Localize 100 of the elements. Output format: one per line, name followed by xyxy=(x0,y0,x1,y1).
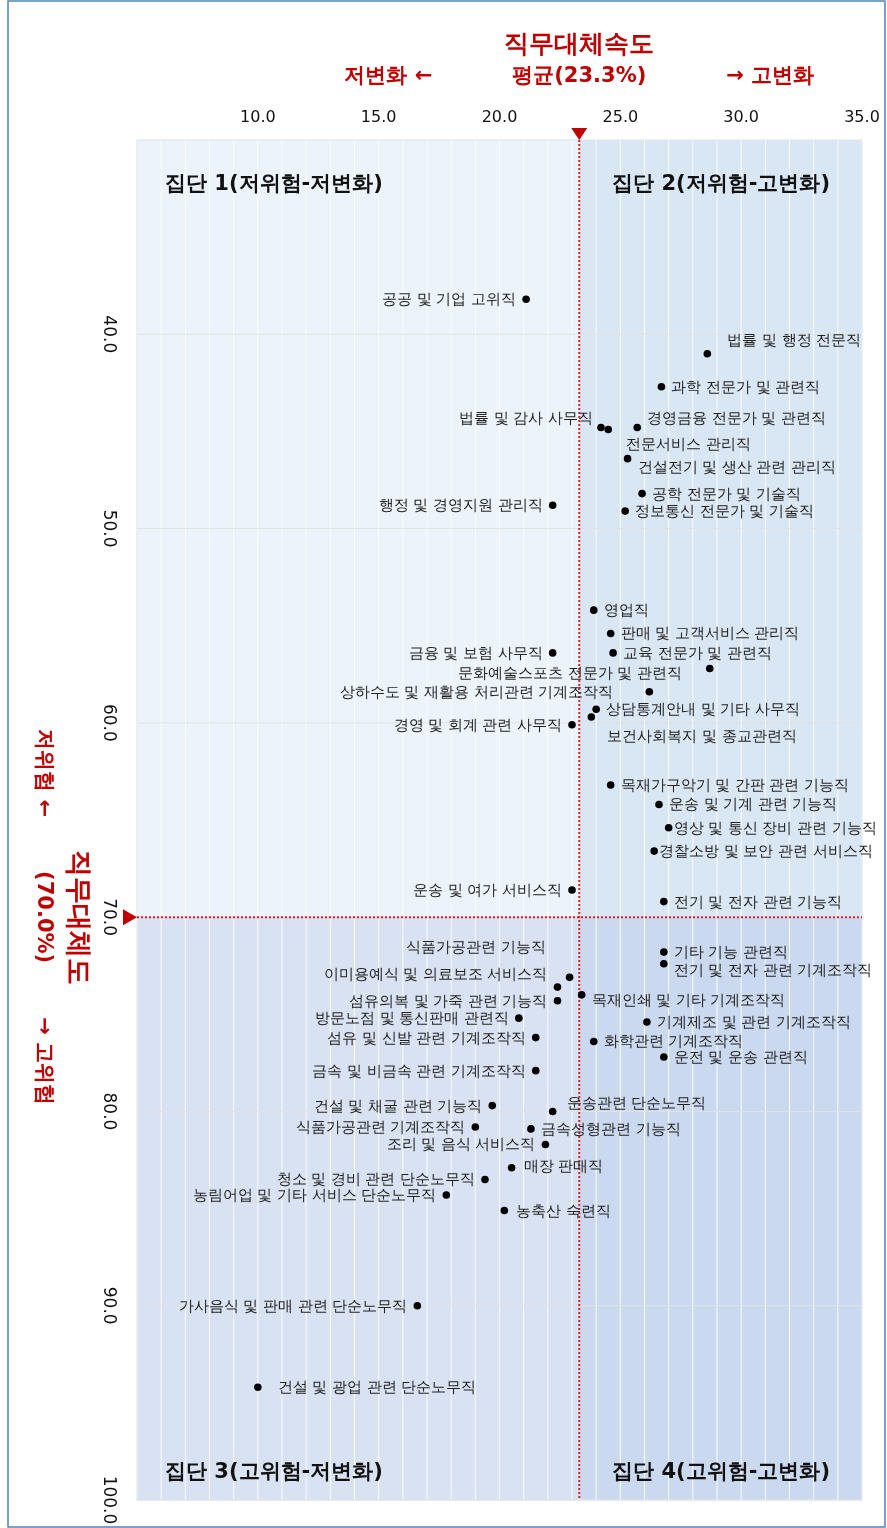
point xyxy=(568,886,576,894)
point xyxy=(553,983,562,991)
point xyxy=(548,1107,557,1116)
annotation: 식품가공관련 기능직 xyxy=(405,939,546,956)
x-tick-label: 25.0 xyxy=(602,107,639,126)
point xyxy=(660,959,668,968)
point xyxy=(587,713,596,721)
y-tick-label: 60.0 xyxy=(100,703,120,742)
annotation: 이미용예식 및 의료보조 서비스직 xyxy=(323,966,548,983)
point xyxy=(507,1163,516,1172)
y-tick-label: 50.0 xyxy=(100,509,120,548)
text: 저위험 ← xyxy=(33,729,57,818)
point xyxy=(609,649,617,657)
annotation: 기계제조 및 관련 기계조작직 xyxy=(656,1014,851,1031)
annotation: 교육 전문가 및 관련직 xyxy=(623,644,772,661)
point xyxy=(638,489,646,498)
point xyxy=(568,721,576,729)
annotation: 조리 및 음식 서비스직 xyxy=(386,1136,536,1153)
point xyxy=(481,1175,489,1184)
text: → 고변화 xyxy=(726,63,815,87)
annotation: 건설전기 및 생산 관련 관리직 xyxy=(637,458,837,475)
x-tick-label: 10.0 xyxy=(240,107,276,126)
point xyxy=(604,425,613,434)
point xyxy=(254,1383,262,1392)
annotation: 건설 및 광업 관련 단순노무직 xyxy=(277,1379,477,1396)
y-axis-title: 직무대체도 xyxy=(64,849,95,985)
point xyxy=(606,629,615,638)
annotation: 경영금융 전문가 및 관련직 xyxy=(647,409,827,426)
point xyxy=(623,454,632,463)
annotation: 집단 1(저위험-저변화) xyxy=(165,171,383,195)
point xyxy=(488,1101,497,1110)
annotation: 법률 및 행정 전문직 xyxy=(727,331,862,348)
annotation: 정보통신 전문가 및 기술직 xyxy=(635,503,814,520)
annotation: 운전 및 운송 관련직 xyxy=(673,1049,808,1066)
annotation: 농축산 숙련직 xyxy=(516,1202,611,1219)
annotation: 식품가공관련 기계조작직 xyxy=(295,1118,466,1135)
annotation: 영업직 xyxy=(603,602,649,619)
annotation: 섬유의복 및 가죽 관련 기능직 xyxy=(349,992,548,1009)
point xyxy=(643,1018,651,1026)
point xyxy=(500,1206,509,1215)
point xyxy=(597,423,605,432)
annotation: 전기 및 전자 관련 기능직 xyxy=(673,893,843,910)
point xyxy=(413,1301,422,1310)
text: → 고위험 xyxy=(33,1017,57,1106)
point xyxy=(442,1191,451,1199)
annotation: 운송 및 여가 서비스직 xyxy=(413,881,562,898)
point xyxy=(548,501,557,510)
annotation: 전기 및 전자 관련 기계조작직 xyxy=(673,961,873,978)
annotation: 목재가구악기 및 간판 관련 기능직 xyxy=(620,777,850,794)
annotation: 방문노점 및 통신판매 관련직 xyxy=(315,1010,509,1027)
annotation: 금속성형관련 기능직 xyxy=(540,1120,681,1137)
point xyxy=(541,1140,550,1149)
point xyxy=(577,991,586,999)
annotation: 매장 판매직 xyxy=(523,1157,604,1174)
point xyxy=(660,1053,668,1061)
annotation: 목재인쇄 및 기타 기계조작직 xyxy=(591,991,786,1008)
point xyxy=(664,823,673,832)
point xyxy=(650,847,658,855)
point xyxy=(565,973,574,982)
x-axis-title: 직무대체속도 xyxy=(504,29,655,58)
y-tick-label: 70.0 xyxy=(100,898,120,937)
point xyxy=(660,948,668,956)
x-tick-label: 30.0 xyxy=(723,107,759,126)
annotation: 기타 기능 관련직 xyxy=(673,944,789,961)
annotation: 전문서비스 관리직 xyxy=(626,436,751,453)
point xyxy=(522,295,530,304)
annotation: 상담통계안내 및 기타 사무직 xyxy=(606,701,800,718)
point xyxy=(471,1123,480,1131)
point xyxy=(606,781,615,789)
ref-line-label: (70.0%) xyxy=(33,871,57,964)
point xyxy=(645,687,654,696)
annotation: 경영 및 회계 관련 사무직 xyxy=(393,716,562,733)
annotation: 문화예술스포츠 전문가 및 관련직 xyxy=(457,665,682,682)
annotation: 집단 2(저위험-고변화) xyxy=(612,171,830,195)
ref-line-label: 평균(23.3%) xyxy=(512,63,647,87)
annotation: 운송 및 기계 관련 기능직 xyxy=(669,796,838,813)
annotation: 금속 및 비금속 관련 기계조작직 xyxy=(312,1062,526,1079)
annotation: 공공 및 기업 고위직 xyxy=(382,291,517,308)
point xyxy=(531,1066,540,1075)
point xyxy=(655,800,663,809)
y-tick-label: 100.0 xyxy=(100,1475,120,1525)
annotation: 상하수도 및 재활용 처리관련 기계조작직 xyxy=(339,683,614,700)
point xyxy=(705,664,714,673)
annotation: 건설 및 채굴 관련 기능직 xyxy=(313,1097,483,1114)
annotation: 행정 및 경영지원 관리직 xyxy=(378,497,543,514)
y-tick-label: 90.0 xyxy=(100,1286,120,1325)
y-tick-label: 80.0 xyxy=(100,1092,120,1131)
point xyxy=(660,897,668,906)
x-tick-label: 20.0 xyxy=(481,107,518,126)
annotation: 법률 및 감사 사무직 xyxy=(459,409,593,426)
point xyxy=(589,1037,598,1046)
point xyxy=(553,996,562,1005)
annotation: 농림어업 및 기타 서비스 단순노무직 xyxy=(192,1186,437,1203)
annotation: 집단 3(고위험-저변화) xyxy=(165,1459,383,1483)
annotation: 경찰소방 및 보안 관련 서비스직 xyxy=(659,843,873,860)
annotation: 운송관련 단순노무직 xyxy=(566,1095,707,1112)
annotation: 영상 및 통신 장비 관련 기능직 xyxy=(673,819,877,836)
annotation: 판매 및 고객서비스 관리직 xyxy=(620,625,800,642)
annotation: 섬유 및 신발 관련 기계조작직 xyxy=(327,1029,526,1046)
text: 저변화 ← xyxy=(344,63,433,87)
